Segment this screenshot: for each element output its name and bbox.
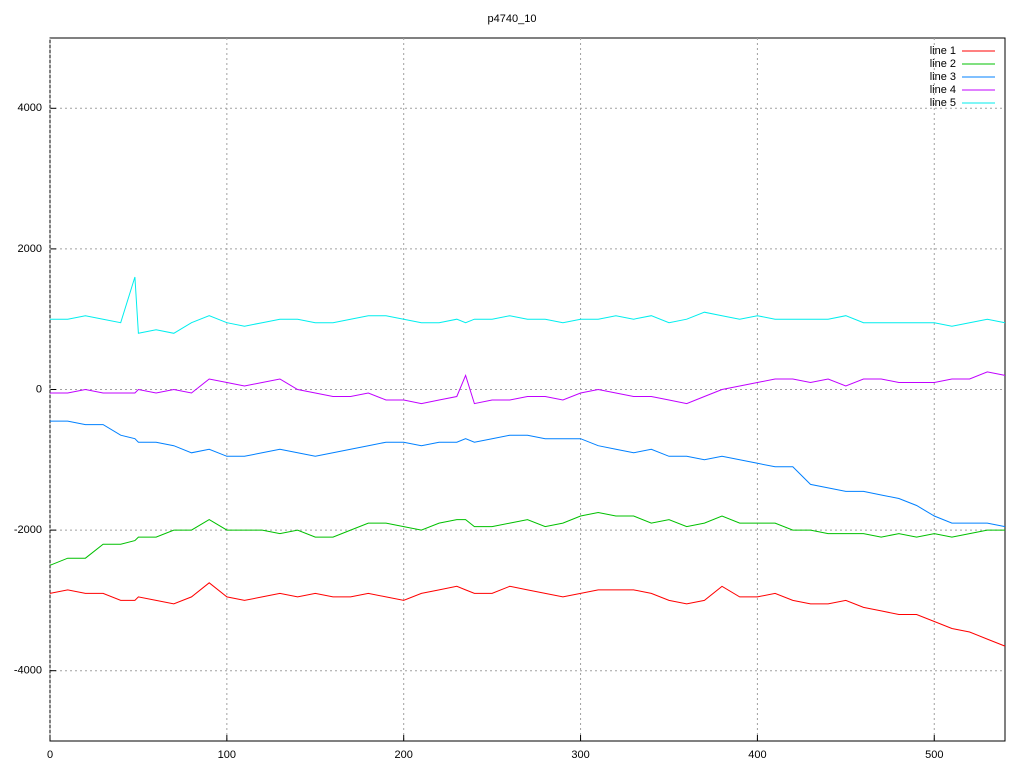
x-tick-label: 300 [571, 749, 589, 761]
x-tick-label: 200 [395, 749, 413, 761]
legend-label: line 4 [930, 84, 956, 96]
data-line [49, 582, 1006, 647]
x-tick-label: 0 [47, 749, 53, 761]
data-line [49, 511, 1005, 566]
data-line [50, 420, 1006, 528]
y-tick-label: -2000 [14, 524, 42, 536]
y-tick-label: 0 [36, 383, 42, 395]
legend-label: line 1 [930, 45, 956, 57]
x-tick-label: 100 [218, 749, 236, 761]
chart-title: p4740_10 [488, 13, 537, 25]
y-tick-label: 4000 [18, 102, 42, 114]
legend-label: line 5 [930, 97, 956, 109]
data-line [50, 371, 1006, 405]
legend-label: line 2 [930, 58, 956, 70]
y-tick-label: -4000 [14, 665, 42, 677]
data-line [50, 276, 1006, 334]
x-tick-label: 500 [925, 749, 943, 761]
y-tick-label: 2000 [18, 243, 42, 255]
x-tick-label: 400 [748, 749, 766, 761]
legend-label: line 3 [930, 71, 956, 83]
